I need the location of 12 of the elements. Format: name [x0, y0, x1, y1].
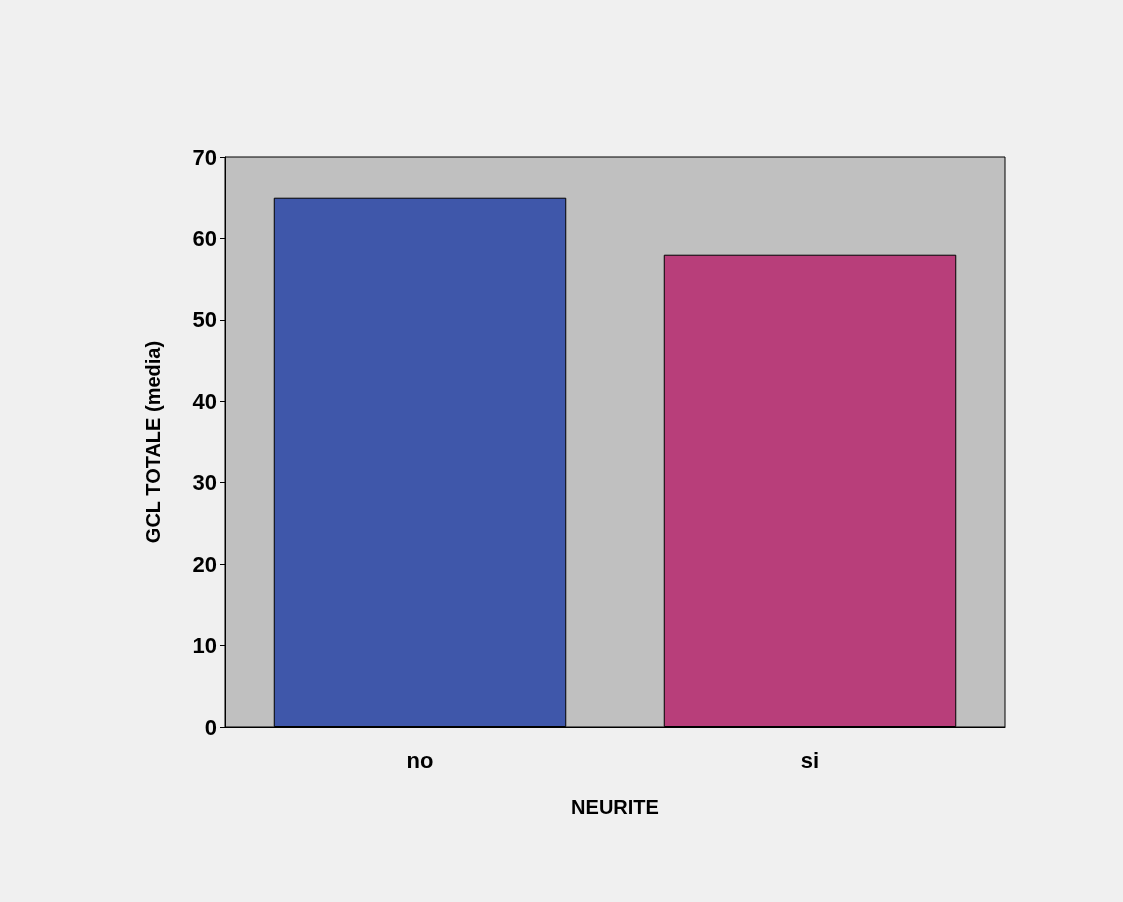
- y-tick-label: 50: [192, 307, 217, 333]
- x-tick-label: si: [800, 747, 820, 773]
- y-tick-label: 10: [192, 633, 217, 659]
- y-tick-label: 40: [192, 388, 217, 414]
- y-tick-label: 30: [192, 470, 217, 496]
- y-tick-label: 20: [192, 551, 217, 577]
- y-tick-label: 70: [192, 144, 217, 170]
- x-tick-label: no: [406, 747, 434, 773]
- x-axis-title: NEURITE: [571, 796, 659, 818]
- y-tick-label: 60: [192, 225, 217, 251]
- y-axis-title: GCL TOTALE (media): [142, 340, 164, 544]
- y-tick-label: 0: [204, 714, 217, 740]
